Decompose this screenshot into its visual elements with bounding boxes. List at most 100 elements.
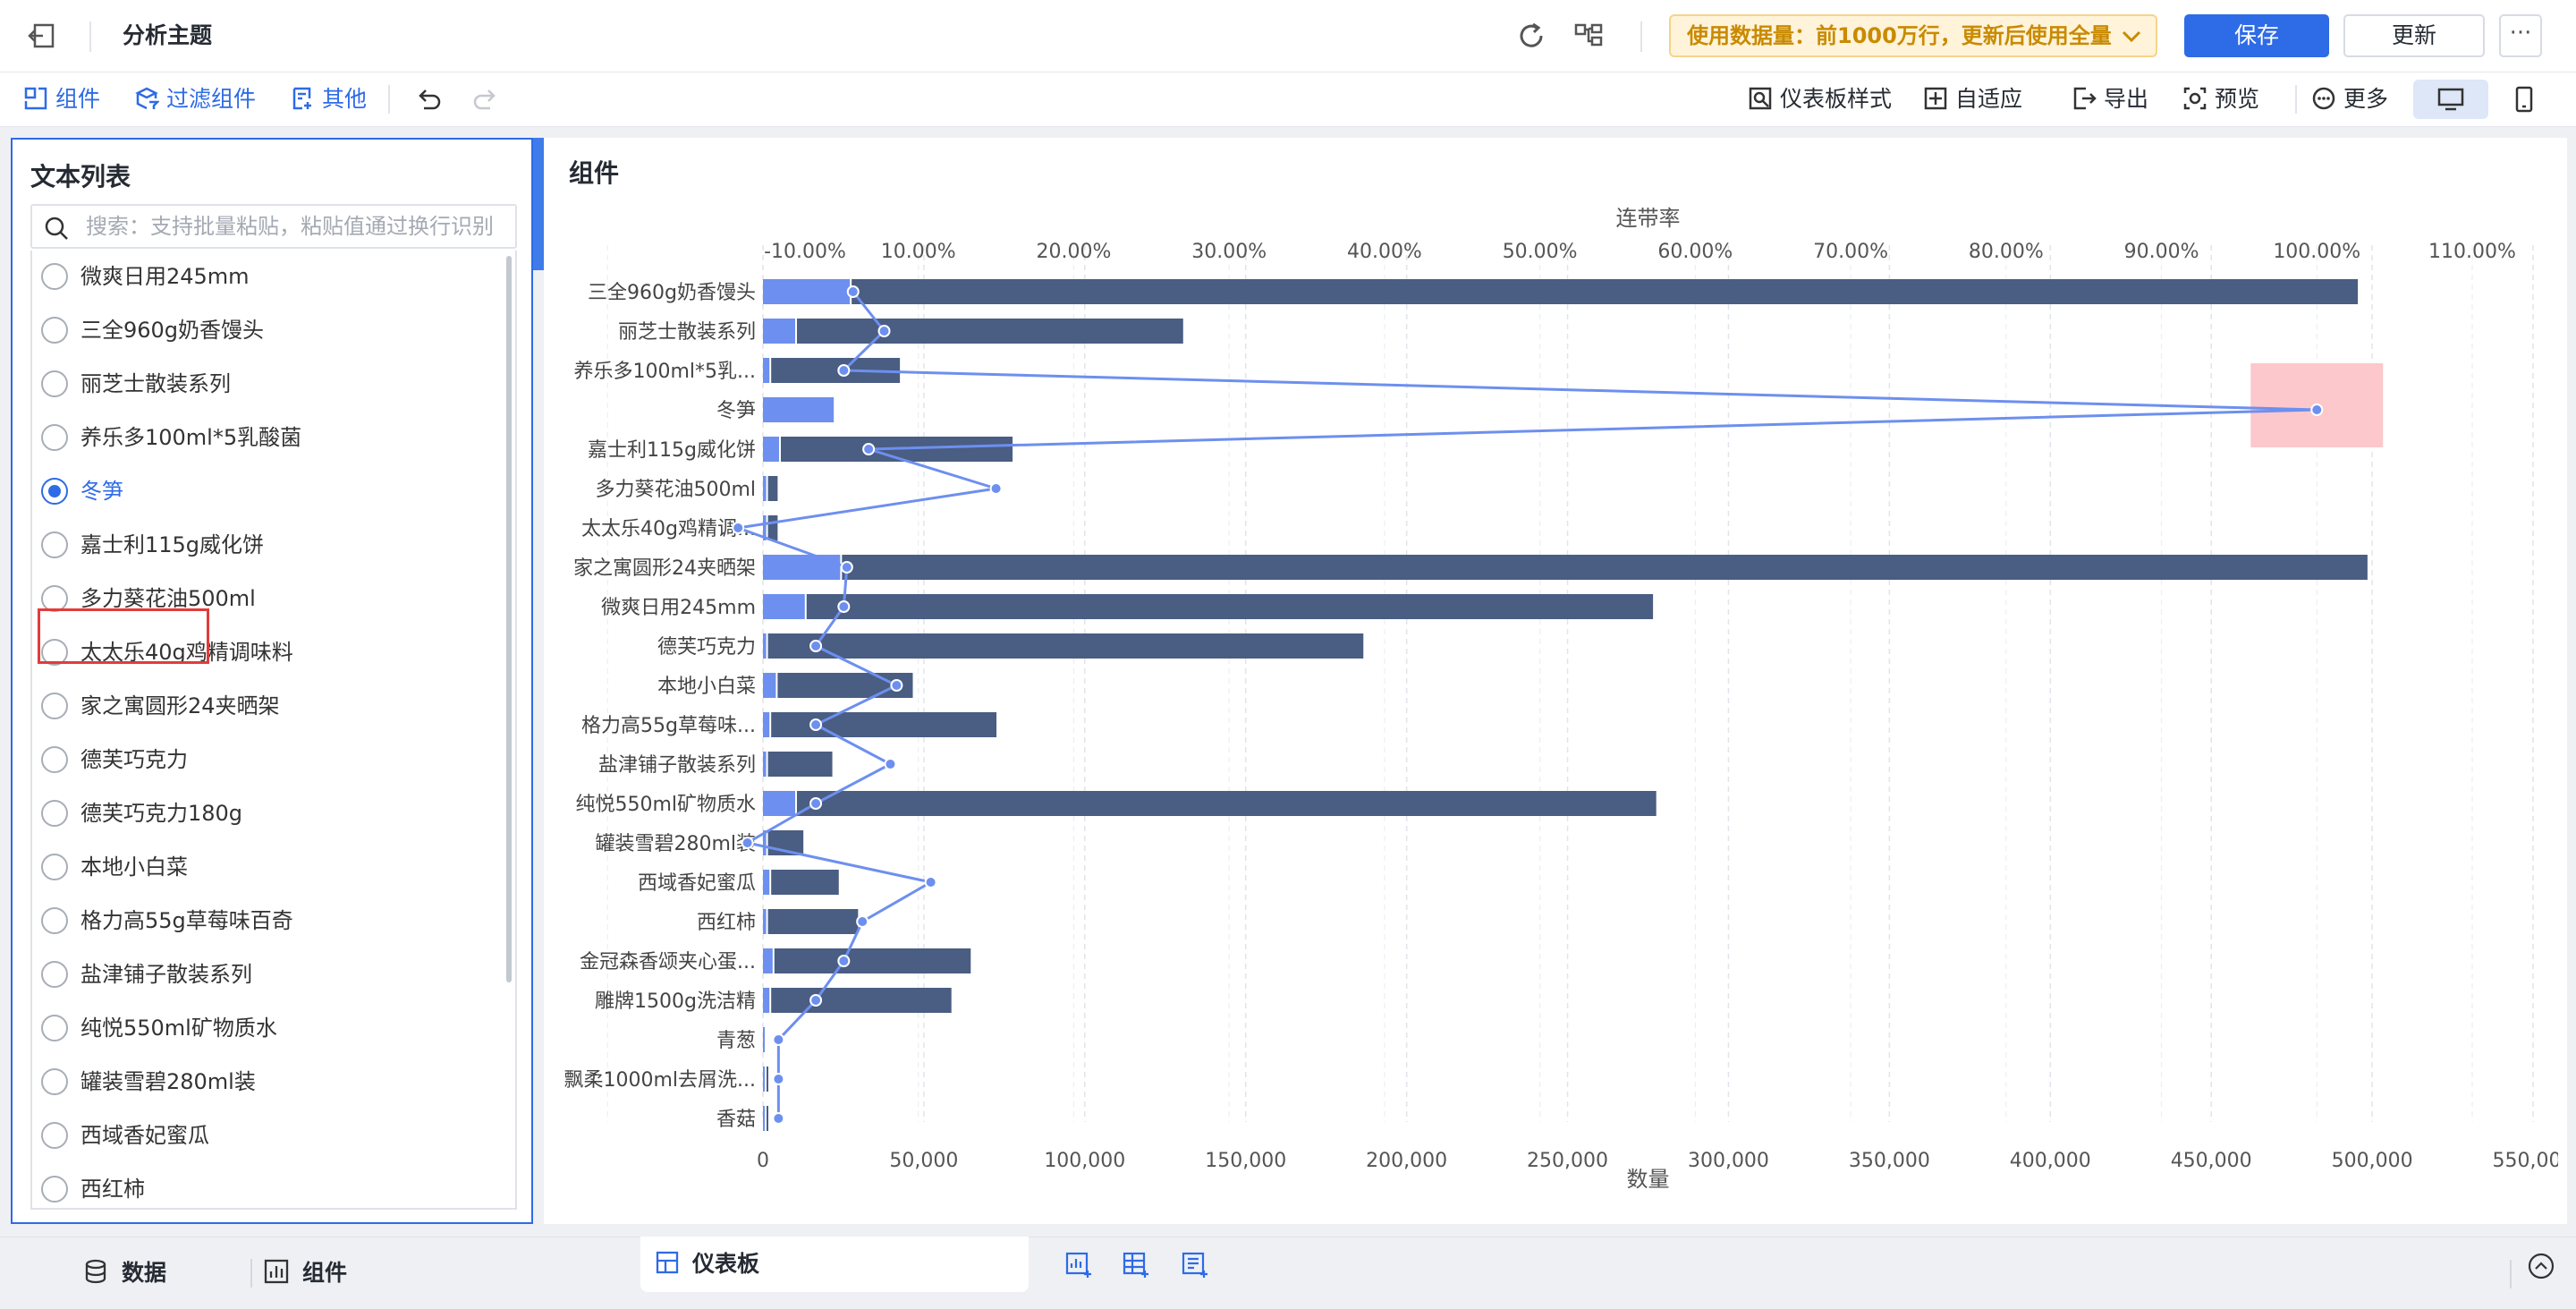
- toolbar-filter-component-button[interactable]: 过滤组件: [134, 72, 256, 126]
- list-item[interactable]: 西红柿: [32, 1167, 497, 1208]
- add-table-icon[interactable]: [1122, 1251, 1150, 1279]
- line-point[interactable]: [846, 285, 860, 298]
- line-point[interactable]: [809, 994, 823, 1007]
- bar-dark[interactable]: [852, 279, 2359, 304]
- bar-dark[interactable]: [806, 594, 1654, 619]
- bar-dark[interactable]: [767, 1067, 768, 1092]
- line-point[interactable]: [837, 364, 851, 377]
- radio-button[interactable]: [41, 961, 68, 988]
- redo-icon[interactable]: [470, 85, 501, 115]
- list-item[interactable]: 格力高55g草莓味百奇: [32, 898, 497, 943]
- search-input[interactable]: 搜索：支持批量粘贴，粘贴值通过换行识别: [30, 204, 517, 249]
- bar-light[interactable]: [763, 279, 851, 304]
- list-item[interactable]: 纯悦550ml矿物质水: [32, 1006, 497, 1050]
- list-item[interactable]: 本地小白菜: [32, 845, 497, 889]
- bar-light[interactable]: [763, 712, 770, 737]
- bar-light[interactable]: [763, 673, 776, 698]
- list-item[interactable]: 盐津铺子散装系列: [32, 952, 497, 997]
- list-item[interactable]: 西域香妃蜜瓜: [32, 1113, 497, 1158]
- bar-light[interactable]: [763, 791, 795, 816]
- line-point[interactable]: [837, 600, 851, 613]
- bar-light[interactable]: [763, 909, 767, 934]
- more-options-button[interactable]: ···: [2499, 14, 2542, 57]
- add-component-icon[interactable]: [1064, 1251, 1093, 1279]
- mobile-icon[interactable]: [2510, 85, 2538, 114]
- toolbar-other-button[interactable]: 其他: [290, 72, 367, 126]
- radio-button[interactable]: [41, 1015, 68, 1041]
- radio-button[interactable]: [41, 424, 68, 451]
- list-item[interactable]: 太太乐40g鸡精调味料: [32, 630, 497, 675]
- bar-light[interactable]: [763, 948, 773, 973]
- line-point[interactable]: [877, 325, 891, 337]
- radio-button[interactable]: [41, 317, 68, 344]
- line-point[interactable]: [732, 522, 745, 534]
- bar-dark[interactable]: [771, 712, 997, 737]
- list-item[interactable]: 家之寓圆形24夹晒架: [32, 684, 497, 728]
- line-point[interactable]: [924, 876, 937, 888]
- list-item[interactable]: 丽芝士散装系列: [32, 361, 497, 406]
- update-button[interactable]: 更新: [2343, 14, 2485, 57]
- line-point[interactable]: [856, 915, 869, 928]
- list-item[interactable]: 嘉士利115g威化饼: [32, 523, 497, 567]
- radio-button[interactable]: [41, 639, 68, 666]
- bar-dark[interactable]: [767, 633, 1364, 659]
- line-point[interactable]: [989, 482, 1003, 495]
- line-point[interactable]: [772, 1033, 785, 1046]
- refresh-icon[interactable]: [1512, 16, 1551, 55]
- bar-light[interactable]: [763, 1067, 765, 1092]
- list-item[interactable]: 冬笋: [32, 469, 497, 514]
- tab-data[interactable]: 数据: [82, 1237, 166, 1309]
- line-point[interactable]: [862, 443, 876, 455]
- line-point[interactable]: [809, 797, 823, 810]
- bar-dark[interactable]: [842, 555, 2368, 580]
- bar-light[interactable]: [763, 988, 770, 1013]
- save-button[interactable]: 保存: [2184, 14, 2329, 57]
- bar-dark[interactable]: [771, 988, 952, 1013]
- list-item[interactable]: 德芙巧克力180g: [32, 791, 497, 836]
- desktop-view-toggle[interactable]: [2413, 80, 2488, 119]
- undo-icon[interactable]: [413, 85, 444, 115]
- radio-button[interactable]: [41, 531, 68, 558]
- line-point[interactable]: [837, 955, 851, 967]
- line-point[interactable]: [2310, 404, 2324, 416]
- combo-chart[interactable]: 数量 连带率 0 50,000 100,000 150,000 200,000 250,000…: [537, 197, 2558, 1217]
- data-volume-banner[interactable]: 使用数据量：前1000万行，更新后使用全量: [1669, 14, 2157, 57]
- bar-light[interactable]: [763, 515, 767, 540]
- line-point[interactable]: [884, 758, 897, 770]
- bar-dark[interactable]: [774, 948, 971, 973]
- bar-dark[interactable]: [796, 791, 1657, 816]
- toolbar-adaptive-button[interactable]: 自适应: [1923, 72, 2022, 126]
- radio-button[interactable]: [41, 907, 68, 934]
- toolbar-dashboard-style-button[interactable]: 仪表板样式: [1748, 72, 1892, 126]
- radio-button[interactable]: [41, 1122, 68, 1149]
- bar-dark[interactable]: [767, 752, 833, 777]
- tab-dashboard[interactable]: 仪表板: [640, 1237, 1029, 1292]
- bar-light[interactable]: [763, 1027, 765, 1052]
- tab-component[interactable]: 组件: [263, 1237, 347, 1309]
- bar-light[interactable]: [763, 1106, 765, 1131]
- list-item[interactable]: 德芙巧克力: [32, 737, 497, 782]
- bar-light[interactable]: [763, 437, 779, 462]
- bar-light[interactable]: [763, 870, 770, 895]
- radio-button[interactable]: [41, 1176, 68, 1203]
- bar-light[interactable]: [763, 358, 770, 383]
- bar-dark[interactable]: [767, 515, 778, 540]
- scrollbar[interactable]: [503, 251, 515, 1117]
- add-text-icon[interactable]: [1181, 1251, 1209, 1279]
- line-point[interactable]: [772, 1073, 785, 1085]
- radio-button[interactable]: [41, 746, 68, 773]
- line-point[interactable]: [741, 837, 754, 849]
- radio-button[interactable]: [41, 800, 68, 827]
- bar-dark[interactable]: [777, 673, 913, 698]
- bar-dark[interactable]: [771, 870, 839, 895]
- radio-button[interactable]: [41, 693, 68, 719]
- toolbar-component-button[interactable]: 组件: [23, 72, 100, 126]
- list-item[interactable]: 罐装雪碧280ml装: [32, 1059, 497, 1104]
- radio-button[interactable]: [41, 370, 68, 397]
- bar-light[interactable]: [763, 555, 841, 580]
- bar-light[interactable]: [763, 594, 805, 619]
- bar-light[interactable]: [763, 319, 795, 344]
- list-item[interactable]: 养乐多100ml*5乳酸菌: [32, 415, 497, 460]
- line-point[interactable]: [809, 718, 823, 731]
- radio-button[interactable]: [41, 854, 68, 880]
